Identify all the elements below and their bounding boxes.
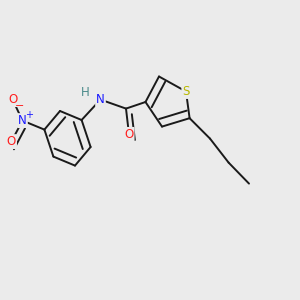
- Text: −: −: [14, 100, 24, 111]
- Text: O: O: [8, 93, 17, 106]
- Text: +: +: [25, 110, 33, 120]
- Text: N: N: [18, 114, 27, 127]
- Text: O: O: [124, 128, 134, 141]
- Text: H: H: [80, 85, 89, 99]
- Text: N: N: [96, 93, 105, 106]
- Text: S: S: [182, 85, 190, 98]
- Text: O: O: [7, 135, 16, 148]
